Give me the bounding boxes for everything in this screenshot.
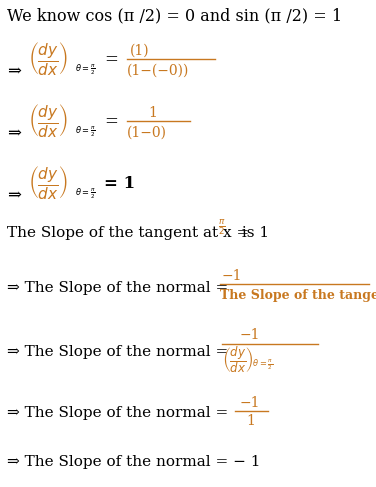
Text: $\frac{\pi}{2}$: $\frac{\pi}{2}$: [218, 217, 226, 237]
Text: −1: −1: [240, 328, 261, 342]
Text: ⇒: ⇒: [7, 126, 21, 143]
Text: The Slope of the tangent at x =: The Slope of the tangent at x =: [7, 226, 249, 240]
Text: =: =: [104, 52, 118, 69]
Text: $\left(\dfrac{dy}{dx}\right)_{\!\theta=\frac{\pi}{2}}$: $\left(\dfrac{dy}{dx}\right)_{\!\theta=\…: [222, 345, 273, 375]
Text: ⇒: ⇒: [7, 187, 21, 205]
Text: We know cos (π /2) = 0 and sin (π /2) = 1: We know cos (π /2) = 0 and sin (π /2) = …: [7, 7, 342, 24]
Text: 1: 1: [148, 106, 157, 120]
Text: (1−(−0)): (1−(−0)): [127, 64, 190, 78]
Text: ⇒ The Slope of the normal =: ⇒ The Slope of the normal =: [7, 281, 228, 295]
Text: (1): (1): [130, 44, 150, 58]
Text: $_{\theta =\frac{\pi}{2}}$: $_{\theta =\frac{\pi}{2}}$: [75, 187, 96, 201]
Text: $\left(\dfrac{dy}{dx}\right)$: $\left(\dfrac{dy}{dx}\right)$: [28, 164, 68, 201]
Text: −1: −1: [222, 269, 243, 283]
Text: ⇒ The Slope of the normal =: ⇒ The Slope of the normal =: [7, 406, 228, 420]
Text: 1: 1: [246, 414, 255, 428]
Text: ⇒ The Slope of the normal = − 1: ⇒ The Slope of the normal = − 1: [7, 455, 261, 469]
Text: $_{\theta =\frac{\pi}{2}}$: $_{\theta =\frac{\pi}{2}}$: [75, 63, 96, 77]
Text: ⇒ The Slope of the normal =: ⇒ The Slope of the normal =: [7, 345, 228, 359]
Text: ⇒: ⇒: [7, 63, 21, 80]
Text: = 1: = 1: [104, 175, 135, 192]
Text: =: =: [104, 113, 118, 131]
Text: $_{\theta =\frac{\pi}{2}}$: $_{\theta =\frac{\pi}{2}}$: [75, 125, 96, 139]
Text: The Slope of the tangent: The Slope of the tangent: [220, 289, 376, 302]
Text: (1−0): (1−0): [127, 126, 167, 140]
Text: is 1: is 1: [237, 226, 269, 240]
Text: $\left(\dfrac{dy}{dx}\right)$: $\left(\dfrac{dy}{dx}\right)$: [28, 101, 68, 138]
Text: $\left(\dfrac{dy}{dx}\right)$: $\left(\dfrac{dy}{dx}\right)$: [28, 39, 68, 76]
Text: −1: −1: [240, 396, 261, 410]
